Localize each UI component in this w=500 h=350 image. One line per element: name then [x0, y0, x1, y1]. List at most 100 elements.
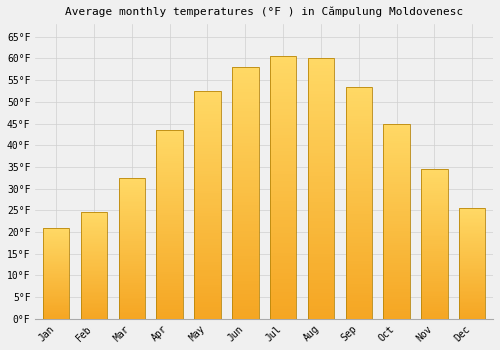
Bar — [43, 285, 70, 286]
Bar — [270, 286, 296, 289]
Bar — [232, 139, 258, 142]
Bar — [156, 304, 183, 307]
Bar — [346, 182, 372, 185]
Bar — [156, 290, 183, 293]
Bar — [346, 107, 372, 110]
Bar — [421, 233, 448, 234]
Bar — [194, 199, 220, 202]
Bar — [43, 311, 70, 312]
Bar — [194, 247, 220, 250]
Bar — [156, 215, 183, 217]
Bar — [384, 128, 410, 131]
Bar — [346, 162, 372, 165]
Bar — [421, 188, 448, 190]
Bar — [346, 310, 372, 313]
Bar — [118, 178, 145, 180]
Bar — [421, 265, 448, 266]
Bar — [194, 165, 220, 168]
Bar — [194, 293, 220, 296]
Bar — [80, 300, 107, 301]
Bar — [384, 285, 410, 287]
Bar — [459, 226, 485, 228]
Bar — [194, 159, 220, 162]
Bar — [232, 237, 258, 240]
Bar — [308, 58, 334, 62]
Bar — [80, 270, 107, 271]
Bar — [459, 309, 485, 310]
Bar — [384, 182, 410, 184]
Bar — [384, 275, 410, 277]
Bar — [118, 271, 145, 273]
Bar — [43, 273, 70, 274]
Bar — [43, 265, 70, 266]
Bar — [232, 155, 258, 158]
Bar — [80, 255, 107, 256]
Bar — [156, 286, 183, 288]
Bar — [232, 202, 258, 205]
Bar — [194, 194, 220, 196]
Bar — [346, 223, 372, 226]
Bar — [308, 283, 334, 286]
Bar — [194, 239, 220, 242]
Bar — [346, 237, 372, 240]
Bar — [346, 252, 372, 255]
Bar — [156, 149, 183, 151]
Bar — [421, 306, 448, 307]
Bar — [232, 183, 258, 187]
Bar — [384, 233, 410, 236]
Bar — [43, 240, 70, 241]
Bar — [384, 189, 410, 192]
Bar — [194, 176, 220, 179]
Bar — [346, 185, 372, 188]
Bar — [232, 290, 258, 294]
Bar — [459, 310, 485, 312]
Bar — [80, 278, 107, 279]
Bar — [80, 288, 107, 289]
Bar — [384, 287, 410, 289]
Bar — [118, 199, 145, 201]
Bar — [156, 281, 183, 283]
Bar — [308, 172, 334, 176]
Bar — [459, 254, 485, 255]
Bar — [270, 194, 296, 197]
Bar — [270, 155, 296, 158]
Bar — [270, 260, 296, 263]
Bar — [459, 230, 485, 232]
Bar — [194, 310, 220, 313]
Bar — [194, 222, 220, 225]
Bar — [156, 163, 183, 166]
Bar — [156, 151, 183, 154]
Bar — [308, 244, 334, 247]
Bar — [384, 133, 410, 136]
Bar — [270, 112, 296, 116]
Bar — [308, 88, 334, 91]
Bar — [384, 267, 410, 270]
Bar — [459, 267, 485, 269]
Bar — [156, 224, 183, 227]
Bar — [156, 135, 183, 137]
Bar — [232, 278, 258, 281]
Bar — [384, 153, 410, 155]
Bar — [118, 290, 145, 292]
Bar — [80, 284, 107, 286]
Bar — [270, 237, 296, 240]
Bar — [459, 258, 485, 259]
Bar — [346, 130, 372, 133]
Bar — [346, 124, 372, 127]
Bar — [118, 245, 145, 246]
Bar — [459, 299, 485, 301]
Bar — [156, 250, 183, 253]
Bar — [80, 268, 107, 270]
Bar — [308, 302, 334, 306]
Bar — [43, 295, 70, 296]
Bar — [232, 174, 258, 177]
Bar — [43, 282, 70, 284]
Bar — [80, 291, 107, 292]
Bar — [80, 279, 107, 280]
Bar — [346, 209, 372, 211]
Bar — [308, 169, 334, 172]
Bar — [421, 225, 448, 227]
Bar — [232, 92, 258, 96]
Bar — [194, 174, 220, 176]
Bar — [194, 290, 220, 293]
